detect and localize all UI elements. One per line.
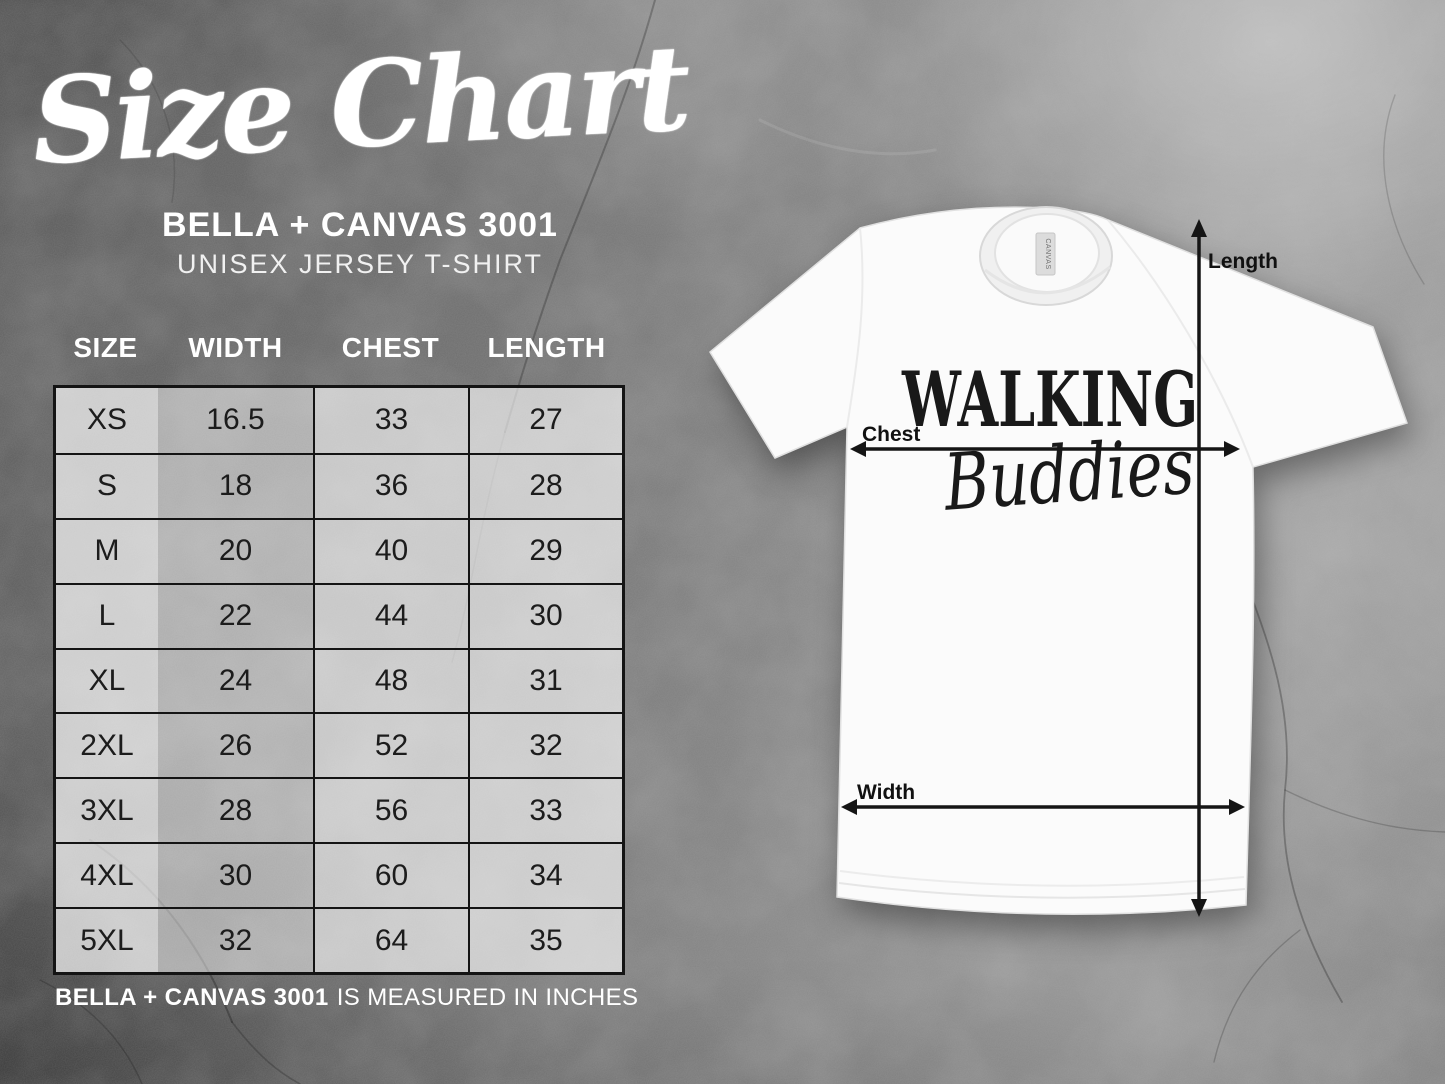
footnote-text: IS MEASURED IN INCHES [336, 984, 639, 1011]
footnote: BELLA + CANVAS 3001 IS MEASURED IN INCHES [55, 984, 638, 1012]
size-cell: 52 [313, 712, 468, 778]
size-cell: 27 [468, 388, 622, 453]
neck-tag-label: CANVAS [1044, 238, 1051, 269]
size-cell: 33 [468, 777, 622, 843]
product-name: BELLA + CANVAS 3001 [162, 206, 558, 244]
size-cell: 48 [313, 647, 468, 713]
size-cell: 32 [468, 712, 622, 778]
length-arrow [1191, 219, 1207, 917]
size-cell: 60 [313, 842, 468, 908]
size-cell: 24 [158, 647, 313, 713]
size-cell: 3XL [56, 777, 158, 843]
size-cell: 31 [468, 647, 622, 713]
size-cell: S [56, 452, 158, 518]
size-cell: 28 [158, 777, 313, 843]
size-cell: 44 [313, 582, 468, 648]
size-cell: L [56, 582, 158, 648]
size-cell: 35 [468, 907, 622, 972]
size-cell: XS [56, 388, 158, 453]
size-cell: 29 [468, 517, 622, 583]
table-header-row: SIZE WIDTH CHEST LENGTH [53, 332, 625, 364]
chest-arrow [850, 441, 1240, 457]
size-cell: 22 [158, 582, 313, 648]
width-arrow [841, 799, 1245, 815]
size-cell: 36 [313, 452, 468, 518]
size-cell: 30 [468, 582, 622, 648]
chest-label: Chest [862, 423, 920, 446]
length-label: Length [1208, 250, 1278, 273]
size-cell: 26 [158, 712, 313, 778]
size-cell: 20 [158, 517, 313, 583]
size-cell: 16.5 [158, 388, 313, 453]
size-cell: 18 [158, 452, 313, 518]
size-cell: 32 [158, 907, 313, 972]
tshirt-mockup: CANVAS WALKING Buddies L [709, 206, 1408, 917]
size-cell: 5XL [56, 907, 158, 972]
size-cell: XL [56, 647, 158, 713]
width-label: Width [857, 781, 915, 804]
column-header-size: SIZE [73, 332, 138, 363]
size-cell: 34 [468, 842, 622, 908]
size-cell: 40 [313, 517, 468, 583]
size-cell: 30 [158, 842, 313, 908]
design-text-walking: WALKING [901, 355, 1198, 444]
neck-tag: CANVAS [1035, 232, 1056, 276]
design-text-buddies: Buddies [940, 421, 1197, 528]
product-subtitle: UNISEX JERSEY T-SHIRT [176, 249, 544, 279]
column-header-length: LENGTH [487, 332, 606, 363]
size-cell: M [56, 517, 158, 583]
size-cell: 33 [313, 388, 468, 453]
column-header-width: WIDTH [188, 332, 283, 363]
column-header-chest: CHEST [341, 332, 440, 363]
size-cell: 64 [313, 907, 468, 972]
footnote-product: BELLA + CANVAS 3001 [55, 984, 329, 1011]
size-cell: 56 [313, 777, 468, 843]
size-table: XS 16.5 33 27 S 18 36 28 M 20 40 29 L 22… [53, 385, 625, 975]
size-cell: 2XL [56, 712, 158, 778]
size-cell: 4XL [56, 842, 158, 908]
size-cell: 28 [468, 452, 622, 518]
